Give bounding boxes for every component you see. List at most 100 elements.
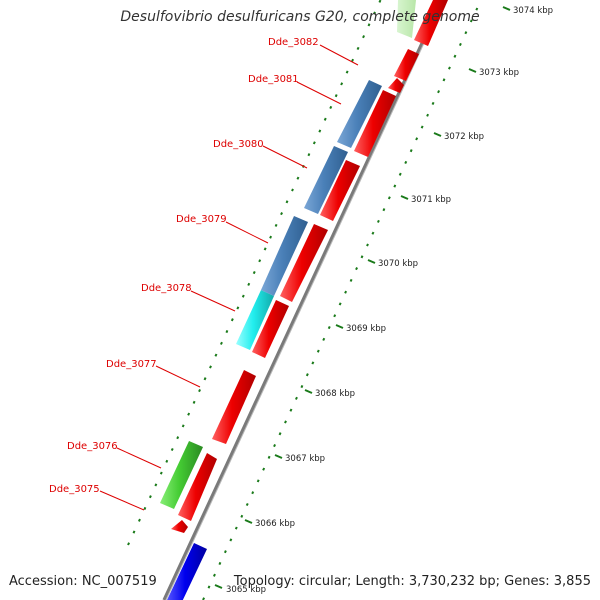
inner-ring-dot <box>252 270 256 275</box>
inner-ring-dot <box>203 377 207 381</box>
scale-minor-tick <box>289 408 293 412</box>
inner-ring-dot <box>192 400 196 404</box>
gene-label-dde-3077[interactable]: Dde_3077 <box>106 359 157 370</box>
scale-minor-tick <box>475 7 479 11</box>
scale-minor-tick <box>284 420 287 424</box>
inner-ring-dot <box>296 176 300 180</box>
inner-ring-dot <box>362 35 366 39</box>
tick-label-3065: 3065 kbp <box>226 585 266 595</box>
scale-minor-tick <box>234 526 238 530</box>
scale-major-tick <box>433 132 442 137</box>
inner-ring-dot <box>329 105 333 110</box>
gene-feature-palegreen-3082[interactable] <box>397 0 416 38</box>
scale-minor-tick <box>393 184 397 188</box>
inner-ring-dot <box>274 223 278 227</box>
inner-dotted-ring <box>127 0 382 546</box>
scale-major-tick <box>367 259 376 264</box>
gene-label-dde-3076[interactable]: Dde_3076 <box>67 441 118 452</box>
scale-minor-tick <box>273 443 277 448</box>
gene-label-dde-3082[interactable]: Dde_3082 <box>268 37 319 48</box>
tick-label-3069: 3069 kbp <box>346 324 386 334</box>
scale-major-tick <box>244 519 253 524</box>
gene-feature-green-3076[interactable] <box>160 441 203 509</box>
cds-arrow-3080[interactable] <box>320 160 360 221</box>
gene-feature-blue-3075[interactable] <box>167 543 207 600</box>
genome-summary-text: Topology: circular; Length: 3,730,232 bp… <box>233 574 591 589</box>
scale-minor-tick <box>262 467 266 471</box>
inner-ring-dot <box>165 459 169 463</box>
backbone <box>162 0 445 600</box>
inner-ring-dot <box>154 483 158 487</box>
gene-label-dde-3078[interactable]: Dde_3078 <box>141 283 192 294</box>
scale-minor-tick <box>376 219 380 223</box>
inner-ring-dot <box>241 294 245 298</box>
inner-ring-dot <box>187 412 191 416</box>
inner-ring-dot <box>318 129 322 133</box>
tick-label-3067: 3067 kbp <box>285 454 325 464</box>
cds-arrow-3076[interactable] <box>178 453 217 521</box>
scale-minor-tick <box>366 243 369 247</box>
scale-minor-tick <box>458 42 462 46</box>
scale-minor-tick <box>294 396 298 400</box>
cds-arrow-3082a[interactable] <box>394 49 419 81</box>
cds-arrow-3081b[interactable] <box>388 78 404 93</box>
tick-label-3068: 3068 kbp <box>315 389 355 399</box>
scale-minor-tick <box>420 125 424 129</box>
inner-ring-dot <box>356 46 360 51</box>
scale-minor-tick <box>447 66 451 70</box>
gene-label-dde-3075[interactable]: Dde_3075 <box>49 484 100 495</box>
scale-major-tick <box>400 195 409 200</box>
cds-arrow-3077[interactable] <box>212 370 256 444</box>
inner-ring-dot <box>247 282 251 286</box>
scale-major-tick <box>214 584 223 589</box>
gene-feature-steelblue-3080[interactable] <box>304 146 348 214</box>
inner-ring-dot <box>159 471 163 475</box>
scale-minor-tick <box>344 290 348 294</box>
cds-arrow-3079[interactable] <box>280 224 328 302</box>
inner-ring-dot <box>372 11 376 15</box>
scale-minor-tick <box>409 149 413 153</box>
scale-minor-tick <box>267 455 271 459</box>
gene-label-dde-3080[interactable]: Dde_3080 <box>213 139 264 150</box>
cds-arrow-3081a[interactable] <box>354 90 396 157</box>
map-title: Desulfovibrio desulfuricans G20, complet… <box>120 9 480 25</box>
scale-labels: 3065 kbp 3066 kbp 3067 kbp 3068 kbp 3069… <box>226 6 553 595</box>
scale-minor-tick <box>404 160 408 165</box>
gene-labels: Dde_3075 Dde_3076 Dde_3077 Dde_3078 Dde_… <box>49 37 319 495</box>
inner-ring-dot <box>176 436 180 440</box>
inner-ring-dot <box>285 200 289 204</box>
inner-ring-dot <box>198 388 202 393</box>
inner-ring-dot <box>323 117 327 121</box>
inner-ring-dot <box>170 447 174 452</box>
tick-label-3073: 3073 kbp <box>479 68 519 78</box>
inner-ring-dot <box>258 259 262 263</box>
tick-label-3074: 3074 kbp <box>513 6 553 16</box>
gene-label-dde-3079[interactable]: Dde_3079 <box>176 214 227 225</box>
tick-label-3070: 3070 kbp <box>378 259 418 269</box>
cds-arrow-3075[interactable] <box>171 520 188 533</box>
scale-minor-tick <box>327 325 331 330</box>
scale-minor-tick <box>442 78 446 82</box>
scale-minor-tick <box>245 502 249 507</box>
inner-ring-dot <box>291 188 294 192</box>
scale-minor-tick <box>229 538 233 542</box>
cds-arrow-3082b[interactable] <box>414 0 448 46</box>
cds-arrow-3078[interactable] <box>252 300 289 358</box>
scale-minor-tick <box>349 278 353 282</box>
inner-ring-dot <box>127 542 131 546</box>
scale-minor-tick <box>415 137 419 141</box>
inner-ring-dot <box>340 82 344 86</box>
gene-feature-steelblue-3081[interactable] <box>337 80 382 148</box>
scale-minor-tick <box>212 573 216 577</box>
scale-minor-tick <box>256 479 260 483</box>
scale-major-tick <box>304 389 313 394</box>
scale-minor-tick <box>382 208 386 212</box>
tick-label-3071: 3071 kbp <box>411 195 451 205</box>
gene-feature-cyan-3078[interactable] <box>236 290 274 350</box>
scale-minor-tick <box>371 231 375 235</box>
gene-label-dde-3081[interactable]: Dde_3081 <box>248 74 299 85</box>
forward-strand-cds <box>171 0 448 533</box>
scale-major-tick <box>274 454 283 459</box>
reverse-strand-features <box>160 0 416 600</box>
gene-feature-steelblue-3079[interactable] <box>261 216 308 296</box>
